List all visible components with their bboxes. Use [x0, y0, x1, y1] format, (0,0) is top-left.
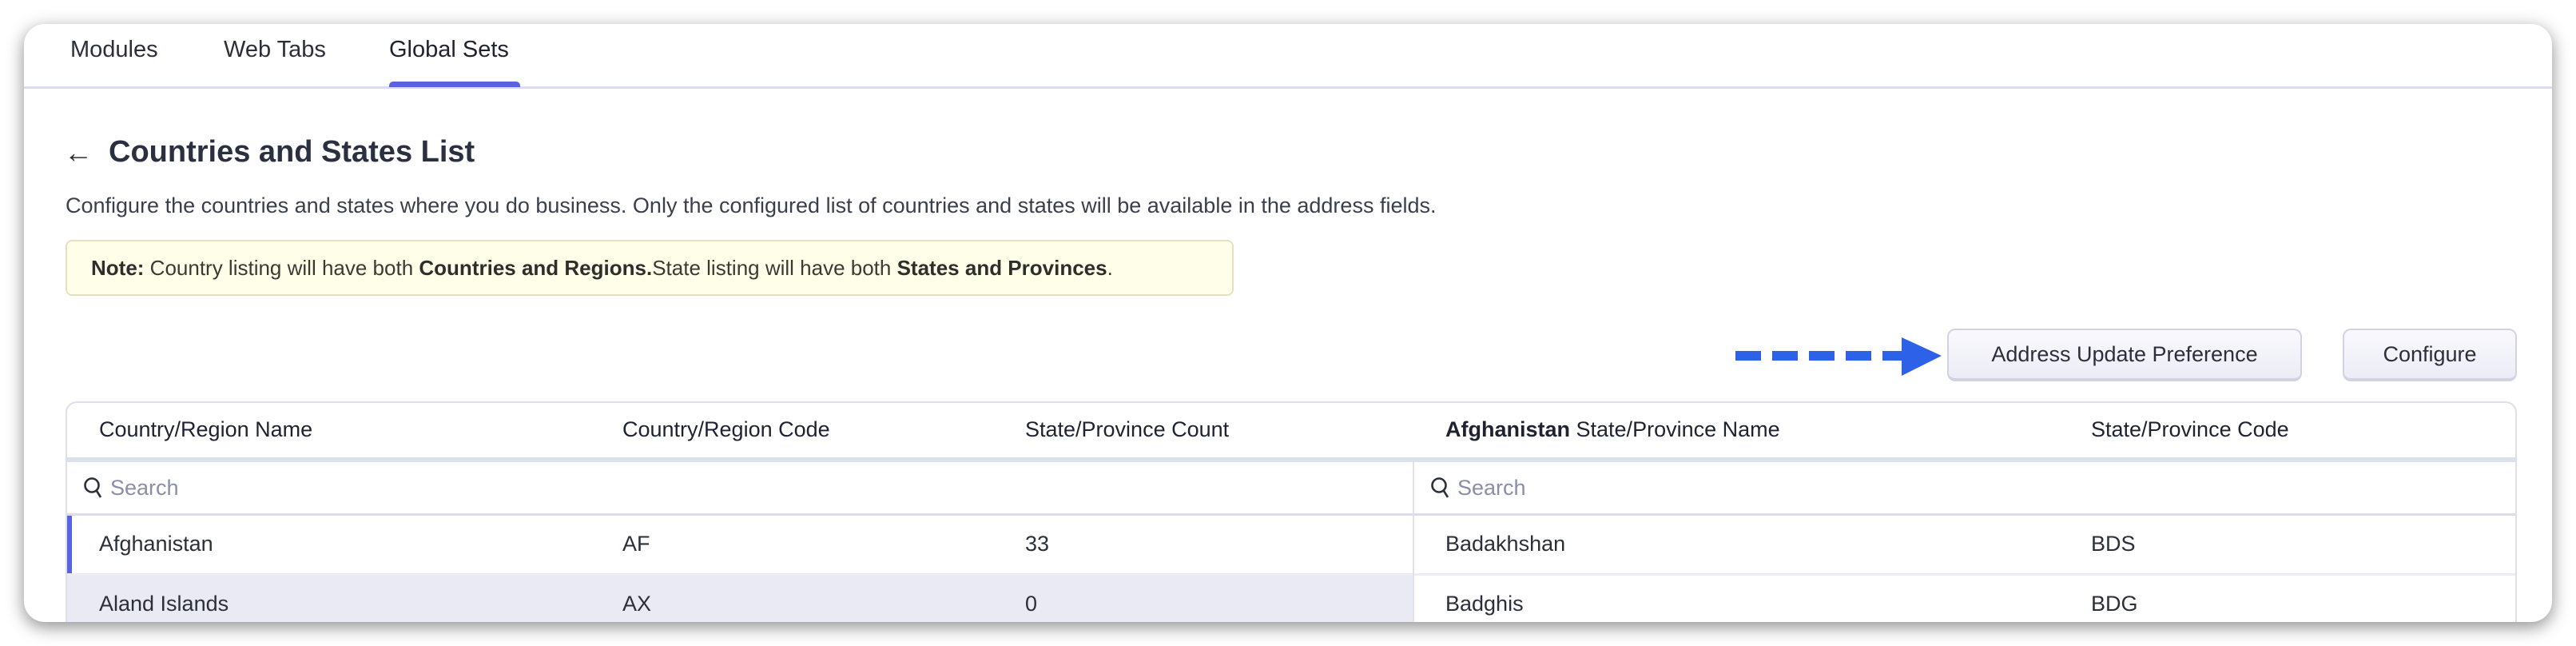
- row-divider: [67, 573, 1413, 576]
- page-description: Configure the countries and states where…: [66, 193, 1437, 217]
- configure-button[interactable]: Configure: [2343, 329, 2517, 381]
- note-bold: States and Provinces: [896, 256, 1107, 280]
- search-icon: [84, 477, 102, 498]
- app-window: Modules Web Tabs Global Sets ← Countries…: [24, 24, 2552, 622]
- table-header: Country/Region Name Country/Region Code …: [67, 403, 2515, 462]
- note-banner: Note: Country listing will have both Cou…: [66, 240, 1234, 296]
- note-text: State listing will have both: [652, 256, 897, 280]
- column-header-state-name: Afghanistan State/Province Name: [1445, 417, 1780, 442]
- country-code: AX: [622, 592, 652, 616]
- country-row-aland-islands[interactable]: Aland Islands AX 0: [67, 576, 1413, 622]
- country-name: Afghanistan: [99, 532, 213, 556]
- state-code: BDS: [2091, 532, 2136, 556]
- country-code: AF: [622, 532, 650, 556]
- column-header-country-name: Country/Region Name: [99, 417, 313, 441]
- state-count: 0: [1025, 592, 1038, 616]
- state-row[interactable]: Badghis BDG: [1414, 576, 2515, 622]
- state-code: BDG: [2091, 592, 2138, 616]
- country-search-input[interactable]: Search: [83, 462, 1393, 513]
- state-name-label: State/Province Name: [1570, 417, 1780, 441]
- state-row[interactable]: Badakhshan BDS: [1414, 516, 2515, 573]
- state-search-input[interactable]: Search: [1430, 462, 2469, 513]
- search-placeholder: Search: [1457, 475, 1526, 500]
- column-header-state-count: State/Province Count: [1025, 417, 1230, 441]
- search-icon: [1431, 477, 1449, 498]
- column-divider: [1413, 462, 1414, 622]
- active-tab-indicator: [389, 82, 520, 87]
- row-divider: [1414, 573, 2515, 576]
- arrow-left-icon[interactable]: ←: [64, 136, 93, 169]
- countries-states-table: Country/Region Name Country/Region Code …: [66, 401, 2517, 622]
- state-name: Badakhshan: [1445, 532, 1566, 556]
- search-row: Search Search: [67, 462, 2515, 516]
- country-row-afghanistan[interactable]: Afghanistan AF 33: [67, 516, 1413, 573]
- tab-bar: Modules Web Tabs Global Sets: [24, 24, 2552, 89]
- tab-global-sets[interactable]: Global Sets: [389, 37, 509, 62]
- state-count: 33: [1025, 532, 1050, 556]
- search-placeholder: Search: [110, 475, 179, 500]
- state-name: Badghis: [1445, 592, 1524, 616]
- note-text: .: [1107, 256, 1113, 280]
- country-name: Aland Islands: [99, 592, 229, 616]
- column-header-state-code: State/Province Code: [2091, 417, 2289, 441]
- selected-country-label: Afghanistan: [1445, 417, 1571, 441]
- address-update-preference-button[interactable]: Address Update Preference: [1947, 329, 2302, 381]
- page-title: Countries and States List: [109, 135, 475, 169]
- column-header-country-code: Country/Region Code: [622, 417, 830, 441]
- note-prefix: Note:: [91, 256, 145, 280]
- dashed-arrow-icon: [1735, 337, 1942, 376]
- note-text: Country listing will have both: [144, 256, 419, 280]
- tab-modules[interactable]: Modules: [70, 37, 158, 62]
- note-bold: Countries and Regions.: [419, 256, 653, 280]
- tab-web-tabs[interactable]: Web Tabs: [224, 37, 326, 62]
